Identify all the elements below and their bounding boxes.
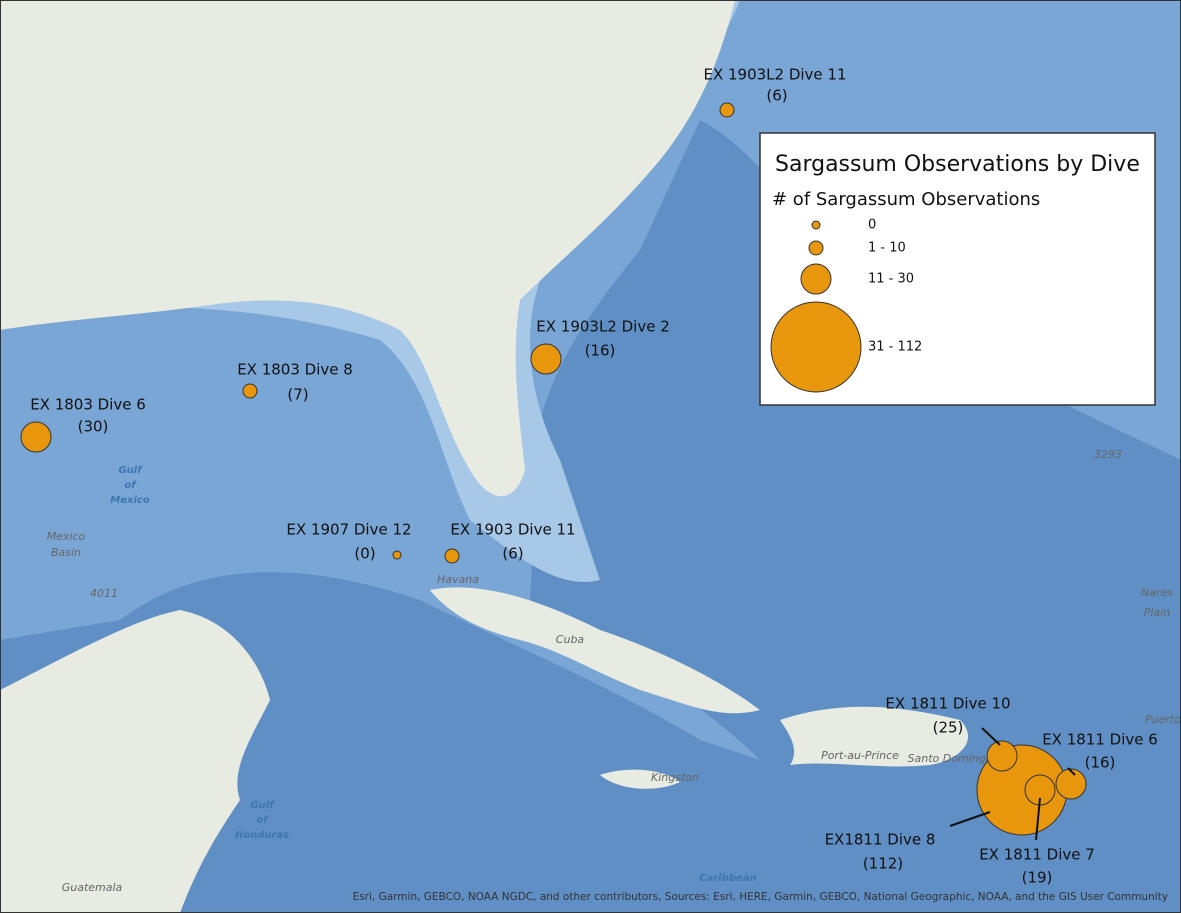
dive-name: EX 1803 Dive 6 <box>30 396 146 414</box>
place-label: Nares <box>1141 586 1173 599</box>
dive-name: EX 1811 Dive 10 <box>885 695 1010 713</box>
place-label: Gulf <box>118 465 143 476</box>
place-label: Mexico <box>47 530 86 543</box>
legend-label: 0 <box>868 218 876 233</box>
place-label: Honduras <box>235 830 289 841</box>
place-label: Havana <box>437 573 479 586</box>
place-label: Puerto <box>1145 713 1181 726</box>
leader-line <box>1067 767 1076 776</box>
legend-subtitle: # of Sargassum Observations <box>772 189 1040 210</box>
place-label: Gulf <box>250 800 275 811</box>
dive-symbol <box>1055 768 1087 800</box>
place-label: Caribbean <box>699 873 756 884</box>
place-label: Cuba <box>556 633 585 646</box>
legend-symbol <box>800 263 832 295</box>
land-yucatan <box>0 610 270 913</box>
leader-line <box>949 811 991 827</box>
leader-line <box>981 727 1001 746</box>
dive-name: EX 1803 Dive 8 <box>237 361 353 379</box>
place-label: Guatemala <box>62 881 123 894</box>
dive-name: EX 1811 Dive 6 <box>1042 731 1158 749</box>
dive-symbol <box>444 548 460 564</box>
dive-count: (16) <box>585 342 616 360</box>
dive-name: EX 1903 Dive 11 <box>450 521 575 539</box>
dive-name: EX 1907 Dive 12 <box>286 521 411 539</box>
dive-count: (16) <box>1085 754 1116 772</box>
dive-count: (112) <box>863 855 903 873</box>
land-cuba <box>430 587 760 714</box>
dive-count: (6) <box>766 87 787 105</box>
legend-symbol <box>770 301 862 393</box>
dive-count: (19) <box>1022 869 1053 887</box>
leader-line <box>1035 797 1041 841</box>
legend-label: 1 - 10 <box>868 241 906 256</box>
place-label: Mexico <box>110 495 150 506</box>
attribution: Esri, Garmin, GEBCO, NOAA NGDC, and othe… <box>353 891 1168 903</box>
dive-symbol <box>986 740 1018 772</box>
legend-symbol <box>808 240 824 256</box>
dive-name: EX 1903L2 Dive 2 <box>536 318 670 336</box>
land-jamaica <box>600 769 680 789</box>
dive-count: (6) <box>502 545 523 563</box>
land-us <box>0 0 735 497</box>
legend-title: Sargassum Observations by Dive <box>775 152 1140 177</box>
legend-label: 11 - 30 <box>868 272 914 287</box>
legend-symbol <box>811 220 821 230</box>
place-label: Santo Domingo <box>908 752 993 765</box>
place-label: of <box>124 480 137 491</box>
dive-symbol <box>242 383 258 399</box>
place-label: Basin <box>51 546 81 559</box>
dive-symbol <box>392 550 402 560</box>
dive-count: (7) <box>287 386 308 404</box>
legend-label: 31 - 112 <box>868 340 922 355</box>
place-label: Port-au-Prince <box>821 749 899 762</box>
dive-name: EX 1903L2 Dive 11 <box>703 66 846 84</box>
dive-symbol <box>719 102 735 118</box>
place-label: Plain <box>1144 606 1170 619</box>
dive-name: EX1811 Dive 8 <box>825 831 936 849</box>
dive-count: (0) <box>354 545 375 563</box>
dive-count: (30) <box>78 418 109 436</box>
place-label: 3293 <box>1094 448 1122 461</box>
dive-symbol <box>530 343 562 375</box>
place-label: of <box>256 815 269 826</box>
place-label: Kingston <box>651 771 699 784</box>
place-label: 4011 <box>90 587 118 600</box>
dive-symbol <box>20 421 52 453</box>
dive-name: EX 1811 Dive 7 <box>979 846 1095 864</box>
land-hispaniola <box>780 706 969 767</box>
dive-count: (25) <box>933 719 964 737</box>
